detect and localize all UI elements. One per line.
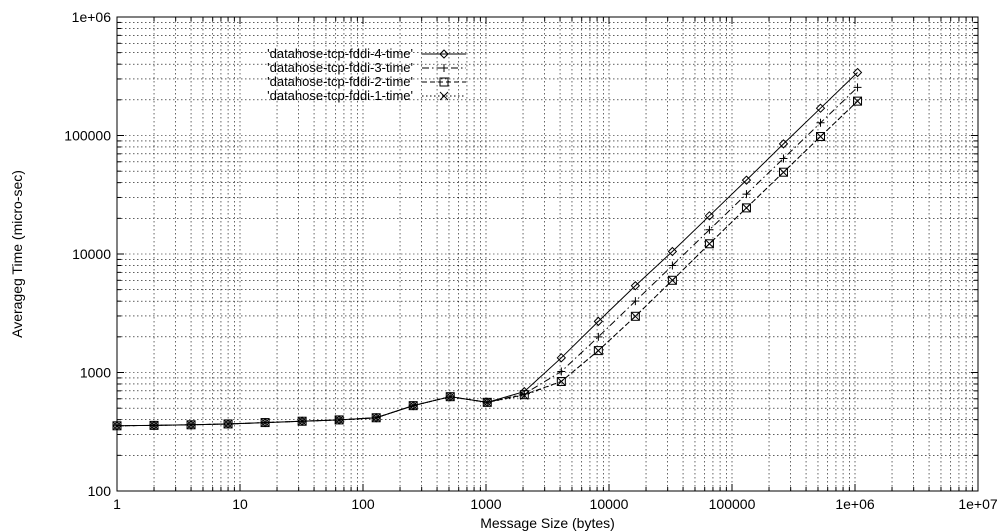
legend-item: 'datahose-tcp-fddi-4-time' (267, 46, 466, 61)
data-point (741, 203, 751, 213)
data-point (741, 175, 752, 185)
data-point (667, 246, 678, 257)
data-point (853, 96, 863, 106)
data-point (556, 353, 567, 363)
data-point (778, 167, 788, 177)
data-point (445, 392, 455, 402)
data-point (778, 139, 789, 149)
y-tick-label: 1000 (80, 365, 111, 381)
data-point (593, 346, 603, 356)
data-point (630, 281, 641, 291)
data-point (852, 67, 863, 78)
legend-label: 'datahose-tcp-fddi-2-time' (267, 74, 413, 89)
data-point (779, 154, 788, 163)
data-point (186, 420, 196, 430)
legend-marker (439, 77, 449, 87)
legend-label: 'datahose-tcp-fddi-3-time' (267, 60, 413, 75)
series-line (116, 100, 858, 427)
data-point (186, 420, 196, 430)
data-point (482, 397, 492, 407)
data-point (112, 421, 122, 431)
axis-ticks: 1 10 100 1000 10000 100000 1e+06 1e+07 100 1000 10… (64, 9, 998, 512)
x-tick-label: 1e+07 (958, 496, 998, 512)
x-axis-title: Message Size (bytes) (480, 515, 615, 531)
data-point (408, 401, 418, 411)
x-tick-label: 100 (351, 496, 375, 512)
data-point (520, 389, 529, 398)
data-point (223, 419, 233, 429)
data-point (704, 239, 714, 249)
data-point (630, 311, 640, 321)
data-point (557, 367, 566, 376)
data-point (149, 421, 159, 430)
legend: 'datahose-tcp-fddi-4-time''datahose-tcp-… (267, 46, 466, 103)
data-point (704, 211, 715, 221)
data-point (742, 203, 751, 213)
data-point (705, 225, 714, 234)
x-tick-label: 10000 (590, 496, 629, 512)
data-point (408, 401, 418, 411)
legend-item: 'datahose-tcp-fddi-3-time' (267, 60, 466, 75)
data-point (742, 190, 751, 199)
series-4 (112, 96, 862, 431)
data-point (816, 118, 825, 127)
data-point (779, 167, 788, 177)
data-point (815, 103, 826, 113)
series-1 (112, 67, 863, 431)
y-tick-label: 1e+06 (72, 9, 112, 25)
data-point (593, 316, 604, 327)
data-point (853, 83, 862, 92)
series-group (112, 67, 863, 431)
x-tick-label: 100000 (709, 496, 756, 512)
data-point (556, 376, 566, 386)
data-point (816, 132, 826, 142)
legend-label: 'datahose-tcp-fddi-1-time' (267, 88, 413, 103)
x-tick-label: 10 (232, 496, 248, 512)
x-tick-label: 1e+06 (835, 496, 875, 512)
data-point (668, 261, 677, 270)
legend-marker (439, 91, 449, 101)
legend-marker (439, 49, 449, 59)
data-point (631, 297, 640, 306)
data-point (297, 416, 307, 426)
y-axis-title: Averageg Time (micro-sec) (9, 170, 25, 338)
data-point (371, 413, 381, 423)
data-point (593, 346, 603, 355)
data-point (445, 392, 455, 402)
legend-marker (440, 64, 448, 72)
legend-label: 'datahose-tcp-fddi-4-time' (267, 46, 413, 61)
data-point (816, 132, 825, 141)
data-point (334, 415, 344, 425)
grid (117, 17, 978, 491)
data-point (594, 332, 603, 341)
legend-item: 'datahose-tcp-fddi-1-time' (267, 88, 466, 103)
y-tick-label: 10000 (72, 246, 111, 262)
x-tick-label: 1000 (470, 496, 501, 512)
data-point (556, 377, 566, 386)
data-point (519, 391, 529, 400)
data-point (705, 239, 714, 249)
y-tick-label: 100000 (64, 128, 111, 144)
data-point (519, 390, 529, 400)
legend-item: 'datahose-tcp-fddi-2-time' (267, 74, 466, 89)
data-point (853, 96, 862, 106)
data-point (668, 275, 677, 285)
data-point (631, 311, 640, 321)
data-point (334, 415, 344, 425)
data-point (260, 418, 270, 427)
data-point (223, 419, 233, 429)
y-tick-label: 100 (88, 483, 112, 499)
data-point (667, 275, 677, 285)
data-point (112, 421, 122, 431)
x-tick-label: 1 (113, 496, 121, 512)
data-point (371, 413, 381, 423)
data-point (482, 397, 492, 407)
